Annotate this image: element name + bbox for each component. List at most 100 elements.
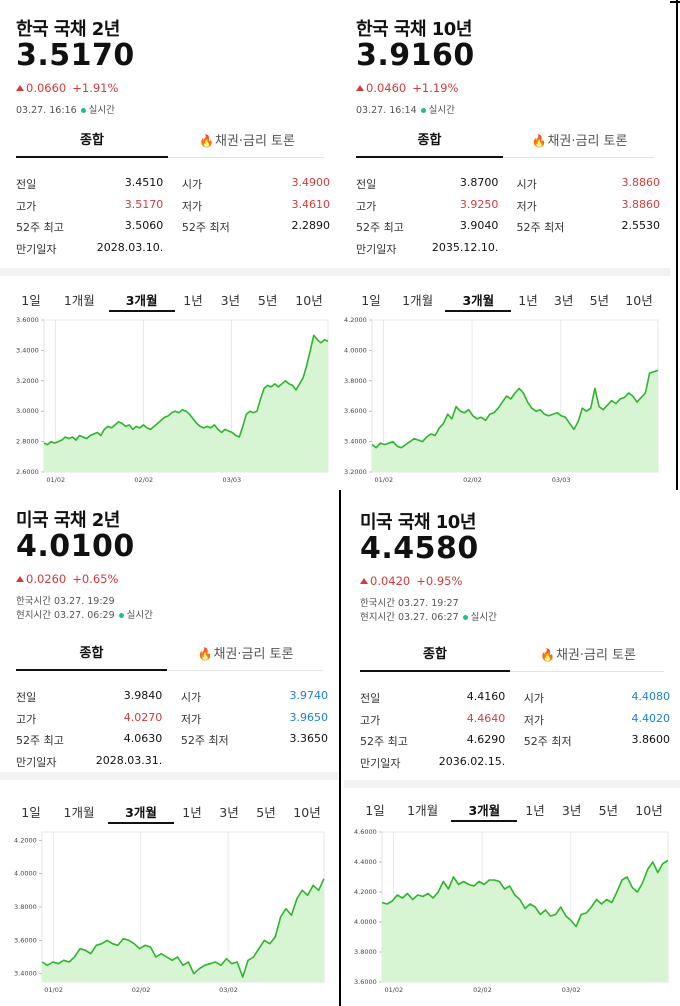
stat-value-open: 3.4900 <box>291 176 331 189</box>
stat-value-high: 3.5170 <box>124 197 164 211</box>
stat-label-prev-close: 전일 <box>16 691 37 704</box>
period-option[interactable]: 1일 <box>361 293 381 308</box>
stat-value-maturity: 2036.02.15. <box>438 754 506 768</box>
local-time-value: 03.27. 06:29 <box>54 610 115 621</box>
tab-summary[interactable]: 종합 <box>360 642 510 672</box>
stat-value-high: 4.4640 <box>466 711 506 725</box>
y-tick-label: 3.8000 <box>354 948 377 956</box>
price-chart[interactable]: 3.6000 3.4000 3.2000 3.0000 2.8000 2.6000 01/0… <box>4 316 332 490</box>
period-option[interactable]: 5년 <box>257 293 278 308</box>
price-chart[interactable]: 4.2000 4.0000 3.8000 3.6000 3.4000 3.2000 01/0… <box>344 316 662 490</box>
period-option[interactable]: 10년 <box>293 805 321 820</box>
period-option[interactable]: 1년 <box>183 293 203 308</box>
period-option[interactable]: 1개월 <box>63 293 95 308</box>
period-selector: 1일 1개월 3개월 1년 3년 5년 10년 <box>356 292 653 314</box>
tabs-underline <box>16 670 322 671</box>
up-triangle-icon <box>360 578 368 584</box>
y-tick-label: 2.6000 <box>16 468 39 476</box>
period-option[interactable]: 1년 <box>518 293 538 308</box>
price-change: 0.0660 +1.91% <box>16 81 118 95</box>
korea-time: 한국시간 03.27. 19:27 <box>360 595 459 609</box>
x-tick-label: 01/02 <box>44 986 63 994</box>
y-tick-label: 3.6000 <box>14 936 37 944</box>
change-percent: +0.95% <box>416 574 463 588</box>
y-tick-label: 3.4000 <box>344 438 367 446</box>
period-option[interactable]: 1일 <box>21 805 41 820</box>
stat-label-high-52w: 52주 최고 <box>356 221 404 234</box>
period-option[interactable]: 5년 <box>256 805 276 820</box>
detail-tabs: 종합 🔥채권·금리 토론 <box>16 641 322 671</box>
tab-bond-discussion[interactable]: 🔥채권·금리 토론 <box>512 642 664 672</box>
section-separator <box>0 268 340 276</box>
period-option[interactable]: 1개월 <box>407 803 439 818</box>
detail-tabs: 종합 🔥채권·금리 토론 <box>356 128 654 158</box>
period-option[interactable]: 3개월 <box>108 804 174 824</box>
local-time-label: 현지시간 <box>16 610 51 621</box>
stat-label-high-52w: 52주 최고 <box>360 735 408 748</box>
stat-value-low-52w: 2.5530 <box>621 219 661 232</box>
stat-label-low: 저가 <box>523 713 544 727</box>
stat-value-high-52w: 3.9040 <box>459 219 499 232</box>
stat-label-maturity: 만기일자 <box>16 242 57 256</box>
period-option[interactable]: 1일 <box>365 803 385 818</box>
stat-value-prev-close: 3.8700 <box>459 176 499 189</box>
period-option[interactable]: 3년 <box>220 293 241 308</box>
period-option[interactable]: 1년 <box>182 805 202 820</box>
period-option[interactable]: 3개월 <box>445 292 512 312</box>
period-option[interactable]: 10년 <box>635 803 663 818</box>
period-option[interactable]: 1년 <box>525 803 545 818</box>
y-tick-label: 3.2000 <box>344 468 367 476</box>
stat-value-high-52w: 4.0630 <box>123 732 163 745</box>
period-option[interactable]: 3년 <box>219 805 239 820</box>
stat-label-prev-close: 전일 <box>360 692 381 705</box>
price-chart[interactable]: 4.2000 4.0000 3.8000 3.6000 3.4000 01/02 02/02… <box>4 830 330 1000</box>
y-tick-label: 3.0000 <box>16 407 39 415</box>
stat-label-low-52w: 52주 최저 <box>181 221 230 234</box>
stat-label-open: 시가 <box>180 691 202 704</box>
stat-label-high: 고가 <box>16 199 37 213</box>
stat-label-maturity: 만기일자 <box>360 756 401 770</box>
x-tick-label: 02/02 <box>473 986 492 994</box>
quote-panel: 미국 국채 2년 4.0100 0.0260 +0.65% 한국시간 03.27. 19… <box>0 496 338 1006</box>
local-time: 현지시간 03.27. 06:29 실시간 <box>16 607 153 621</box>
fire-icon: 🔥 <box>540 648 555 662</box>
tab-bond-discussion[interactable]: 🔥채권·금리 토론 <box>505 128 654 158</box>
tab-bond-discussion[interactable]: 🔥채권·금리 토론 <box>169 641 322 671</box>
realtime-dot-icon <box>80 107 86 113</box>
bond-title: 한국 국채 2년 <box>16 19 120 40</box>
up-triangle-icon <box>16 576 24 582</box>
stat-label-open: 시가 <box>516 178 537 191</box>
stat-value-high-52w: 4.6290 <box>466 733 506 746</box>
tab-summary[interactable]: 종합 <box>16 128 168 158</box>
bond-title: 미국 국채 10년 <box>360 512 476 533</box>
period-option[interactable]: 3개월 <box>451 802 518 822</box>
period-option[interactable]: 3년 <box>553 293 574 308</box>
update-time-value: 03.27. 16:14 <box>356 105 417 116</box>
price-chart[interactable]: 4.6000 4.4000 4.2000 4.0000 3.8000 3.6000 01/0… <box>348 828 672 1000</box>
stat-label-low: 저가 <box>516 199 537 213</box>
quote-panel: 한국 국채 2년 3.5170 0.0660 +1.91% 03.27. 16:16 실시… <box>0 0 340 490</box>
x-tick-label: 03/02 <box>219 986 238 994</box>
tab-bond-discussion[interactable]: 🔥채권·금리 토론 <box>170 128 324 158</box>
tab-summary[interactable]: 종합 <box>356 128 503 158</box>
change-percent: +0.65% <box>72 572 119 586</box>
period-option[interactable]: 5년 <box>589 293 610 308</box>
period-option[interactable]: 3년 <box>561 803 582 818</box>
period-option[interactable]: 5년 <box>598 803 619 818</box>
y-tick-label: 3.4000 <box>16 346 39 354</box>
realtime-label: 실시간 <box>126 610 153 621</box>
period-option[interactable]: 10년 <box>295 293 323 308</box>
period-option[interactable]: 1개월 <box>63 805 95 820</box>
period-option[interactable]: 10년 <box>625 293 653 308</box>
y-tick-label: 2.8000 <box>16 438 39 446</box>
period-option[interactable]: 3개월 <box>108 292 175 312</box>
y-tick-label: 4.0000 <box>344 346 367 354</box>
period-option[interactable]: 1일 <box>21 293 41 308</box>
tab-summary[interactable]: 종합 <box>16 641 167 671</box>
realtime-label: 실시간 <box>470 612 497 623</box>
current-price: 4.4580 <box>360 531 479 566</box>
period-option[interactable]: 1개월 <box>402 293 434 308</box>
stat-label-high-52w: 52주 최고 <box>16 734 64 747</box>
stat-value-prev-close: 4.4160 <box>466 690 506 703</box>
series-area <box>42 878 324 982</box>
